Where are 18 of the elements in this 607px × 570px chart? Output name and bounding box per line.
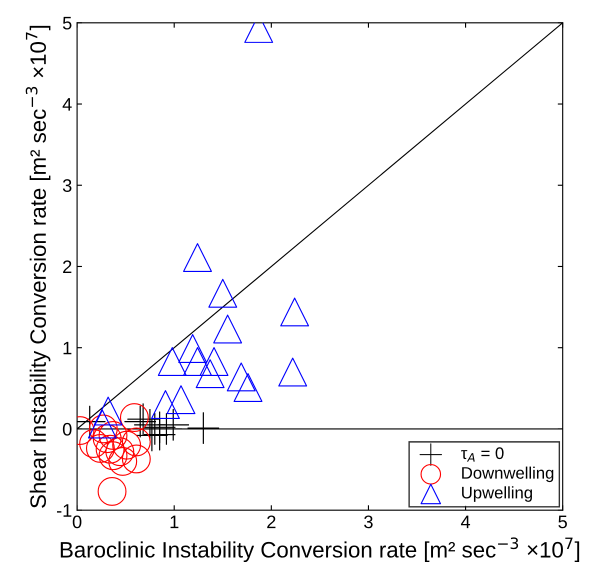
y-tick-label: 2	[63, 260, 72, 274]
legend-label: Upwelling	[462, 486, 532, 502]
y-axis-title: Shear Instability Conversion rate [m² sec$^{−3}$ ×10$^{7}$]	[26, 26, 50, 508]
y-tick-label: 4	[62, 98, 72, 111]
x-tick-label: 4	[460, 516, 470, 528]
x-tick-label: 5	[558, 516, 567, 528]
y-tick-label: 5	[62, 16, 72, 30]
y-tick-label: -1	[56, 504, 72, 517]
x-tick-label: 1	[170, 516, 178, 528]
y-tick-label: 1	[64, 342, 72, 354]
x-tick-label: 0	[72, 515, 82, 528]
x-axis-title: Baroclinic Instability Conversion rate [m² sec$^{−3}$ ×10$^{7}$]	[60, 537, 580, 562]
y-tick-label: 3	[62, 179, 72, 192]
legend-label: Downwelling	[462, 466, 554, 482]
x-tick-label: 2	[267, 515, 276, 528]
x-tick-label: 3	[364, 515, 373, 528]
y-tick-label: 0	[62, 422, 72, 436]
legend-label: τ$_{A}$ = 0	[461, 447, 504, 462]
